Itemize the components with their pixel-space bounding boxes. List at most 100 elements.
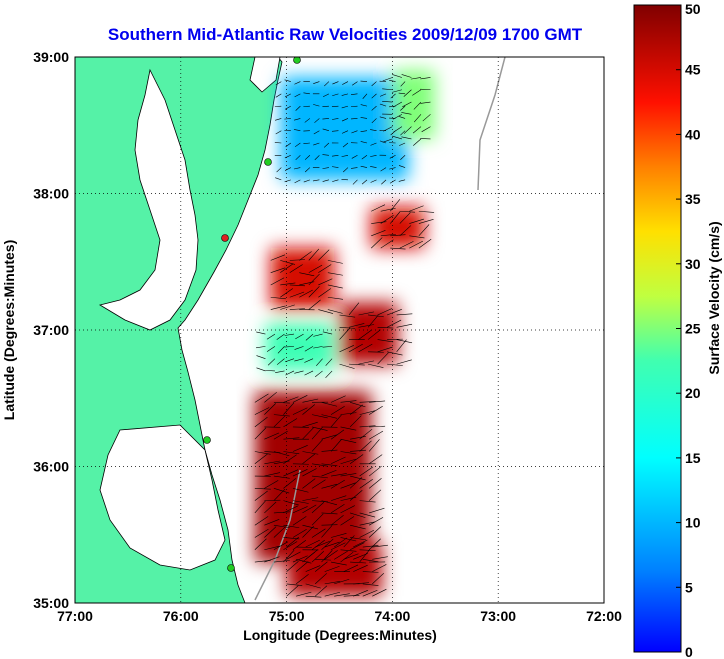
velocity-arrow [390, 199, 401, 212]
velocity-arrow [273, 430, 288, 440]
x-axis: 77:00 76:00 75:00 74:00 73:00 72:00 [57, 608, 622, 624]
velocity-arrow [339, 363, 355, 369]
velocity-cell [339, 302, 398, 365]
x-tick-label: 77:00 [57, 608, 93, 624]
velocity-arrow [321, 500, 338, 506]
velocity-arrow [313, 130, 320, 135]
velocity-arrow [275, 370, 285, 373]
velocity-arrow [370, 142, 377, 146]
velocity-arrow [327, 272, 343, 276]
velocity-arrow [379, 103, 387, 107]
velocity-arrow [273, 541, 288, 551]
velocity-arrow [270, 267, 286, 273]
y-tick-label: 35:00 [33, 595, 69, 611]
velocity-arrow [302, 404, 316, 415]
velocity-arrow [343, 535, 355, 548]
velocity-arrow [340, 400, 357, 403]
velocity-arrow [372, 564, 387, 572]
velocity-arrow [334, 537, 348, 548]
velocity-cell [270, 248, 335, 310]
velocity-arrow [377, 352, 389, 365]
velocity-arrow [284, 155, 291, 159]
velocity-arrow [334, 593, 350, 597]
x-tick-label: 73:00 [480, 608, 516, 624]
velocity-arrow [381, 179, 387, 185]
velocity-arrow [379, 93, 387, 97]
colorbar-tick-label: 45 [685, 62, 701, 78]
velocity-arrow [351, 130, 358, 134]
velocity-arrow [299, 289, 313, 298]
velocity-arrow [353, 553, 368, 560]
velocity-arrow [350, 449, 367, 452]
velocity-arrow [390, 234, 406, 237]
velocity-arrow [280, 260, 296, 265]
velocity-arrow [340, 438, 357, 443]
chesapeake-bay [98, 68, 199, 331]
velocity-arrow [276, 333, 285, 340]
velocity-arrow [294, 118, 301, 121]
velocity-arrow [276, 167, 282, 173]
velocity-arrow [321, 414, 338, 419]
velocity-arrow [343, 564, 359, 572]
velocity-arrow [280, 263, 293, 273]
velocity-arrow [327, 296, 344, 300]
velocity-arrow [275, 81, 282, 86]
velocity-arrow [353, 590, 368, 597]
velocity-arrow [302, 427, 314, 440]
velocity-arrow [379, 116, 387, 119]
velocity-arrow [389, 179, 396, 184]
velocity-arrow [283, 437, 300, 440]
velocity-arrow [349, 404, 363, 415]
x-tick-label: 74:00 [374, 608, 410, 624]
velocity-arrow [305, 549, 319, 560]
velocity-arrow [325, 358, 333, 366]
velocity-arrow [350, 435, 366, 440]
velocity-arrow [292, 540, 307, 551]
velocity-arrow [283, 500, 299, 506]
sounds [99, 424, 226, 571]
velocity-arrow [276, 358, 285, 365]
velocity-arrow [382, 88, 393, 91]
velocity-arrow [296, 591, 312, 597]
velocity-arrow [302, 468, 317, 477]
velocity-arrow [341, 154, 349, 157]
velocity-arrow [305, 595, 322, 598]
velocity-arrow [302, 478, 316, 489]
velocity-arrow [371, 204, 386, 212]
velocity-arrow [371, 93, 377, 99]
velocity-arrow [303, 92, 310, 95]
velocity-cell [392, 70, 435, 139]
y-tick-label: 37:00 [33, 322, 69, 338]
velocity-arrow [349, 454, 364, 465]
velocity-cell [281, 77, 409, 180]
velocity-arrow [342, 142, 349, 148]
velocity-arrow [390, 247, 406, 250]
velocity-arrow [330, 473, 347, 477]
velocity-arrow [399, 212, 411, 224]
colorbar-tick-label: 50 [685, 1, 701, 17]
velocity-arrow [324, 81, 330, 87]
x-tick-label: 72:00 [586, 608, 622, 624]
velocity-arrow [313, 346, 323, 349]
velocity-arrow [380, 239, 394, 249]
velocity-arrow [341, 118, 349, 122]
velocity-arrow [308, 299, 321, 310]
velocity-arrow [295, 155, 301, 160]
velocity-arrow [340, 426, 357, 431]
velocity-arrow [292, 500, 309, 504]
velocity-arrow [401, 74, 412, 78]
velocity-arrow [264, 460, 281, 465]
velocity-arrow [294, 179, 301, 184]
velocity-arrow [330, 533, 347, 538]
velocity-arrow [362, 559, 379, 563]
velocity-arrow [387, 309, 402, 316]
velocity-arrow [342, 167, 349, 173]
velocity-arrow [340, 549, 357, 552]
velocity-arrow [342, 81, 349, 85]
velocity-arrow [314, 561, 328, 572]
velocity-arrow [418, 210, 435, 213]
velocity-arrow [321, 402, 338, 407]
velocity-arrow [254, 416, 268, 428]
velocity-arrow [303, 142, 310, 144]
velocity-arrow [402, 101, 412, 108]
